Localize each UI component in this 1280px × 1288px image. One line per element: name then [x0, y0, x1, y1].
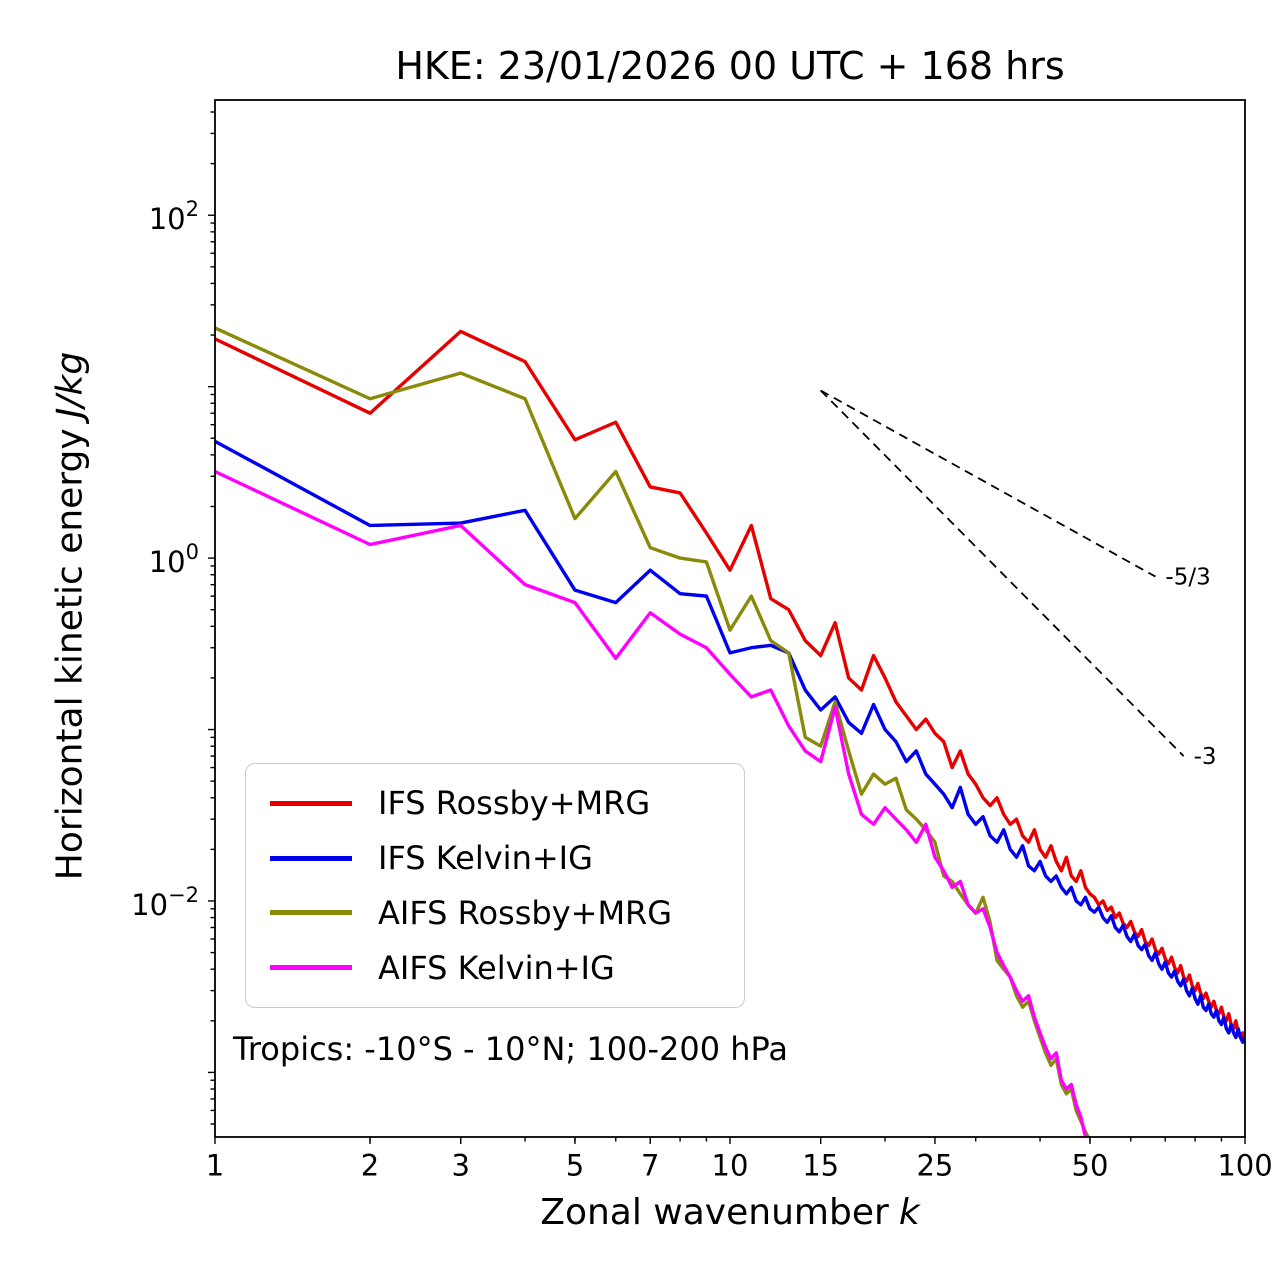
x-tick-label: 3: [451, 1149, 469, 1183]
legend-item: AIFS Kelvin+IG: [270, 949, 720, 987]
y-axis-label-text: Horizontal kinetic energy: [49, 428, 91, 881]
reference-slope-label: -3: [1194, 744, 1217, 770]
y-tick-label: 100: [149, 540, 199, 579]
plot-border: [214, 99, 1246, 1138]
series-line-ifs-kelvin-ig: [215, 439, 1245, 1044]
legend-line-sample: [270, 965, 352, 971]
x-tick-label: 7: [641, 1149, 659, 1183]
x-tick-label: 1: [206, 1149, 224, 1183]
legend-label: IFS Kelvin+IG: [378, 839, 593, 878]
region-annotation: Tropics: -10°S - 10°N; 100-200 hPa: [233, 1030, 788, 1068]
legend-label: AIFS Rossby+MRG: [378, 893, 673, 932]
legend-line-sample: [270, 800, 352, 806]
reference-slope-label: -5/3: [1165, 565, 1210, 591]
legend-item: IFS Kelvin+IG: [270, 839, 720, 877]
x-tick-label: 50: [1072, 1149, 1109, 1183]
series-line-aifs-kelvin-ig: [215, 469, 1088, 1137]
legend-label: AIFS Kelvin+IG: [378, 948, 615, 987]
reference-slope-line: [820, 389, 1156, 578]
x-tick-label: 25: [916, 1149, 953, 1183]
legend-item: IFS Rossby+MRG: [270, 784, 720, 822]
x-tick-label: 2: [361, 1149, 379, 1183]
legend: IFS Rossby+MRG IFS Kelvin+IG AIFS Rossby…: [245, 763, 745, 1008]
y-axis-label: Horizontal kinetic energy J/kg: [50, 352, 91, 880]
x-tick-label: 100: [1217, 1149, 1272, 1183]
x-axis-label: Zonal wavenumber k: [215, 1192, 1245, 1233]
legend-line-sample: [270, 910, 352, 916]
legend-label: IFS Rossby+MRG: [378, 784, 651, 823]
legend-line-sample: [270, 855, 352, 861]
x-axis-label-math: k: [898, 1192, 920, 1233]
x-tick-label: 15: [802, 1149, 839, 1183]
y-tick-label: 10−2: [131, 883, 199, 922]
y-axis-label-math: J/kg: [49, 351, 91, 419]
x-tick-label: 10: [712, 1149, 749, 1183]
x-tick-label: 5: [566, 1149, 584, 1183]
legend-item: AIFS Rossby+MRG: [270, 894, 720, 932]
x-axis-label-text: Zonal wavenumber: [540, 1192, 889, 1233]
series-line-ifs-rossby-mrg: [215, 329, 1245, 1044]
chart-title: HKE: 23/01/2026 00 UTC + 168 hrs: [395, 44, 1065, 88]
reference-slope-line: [820, 389, 1185, 757]
y-tick-label: 102: [149, 197, 199, 236]
